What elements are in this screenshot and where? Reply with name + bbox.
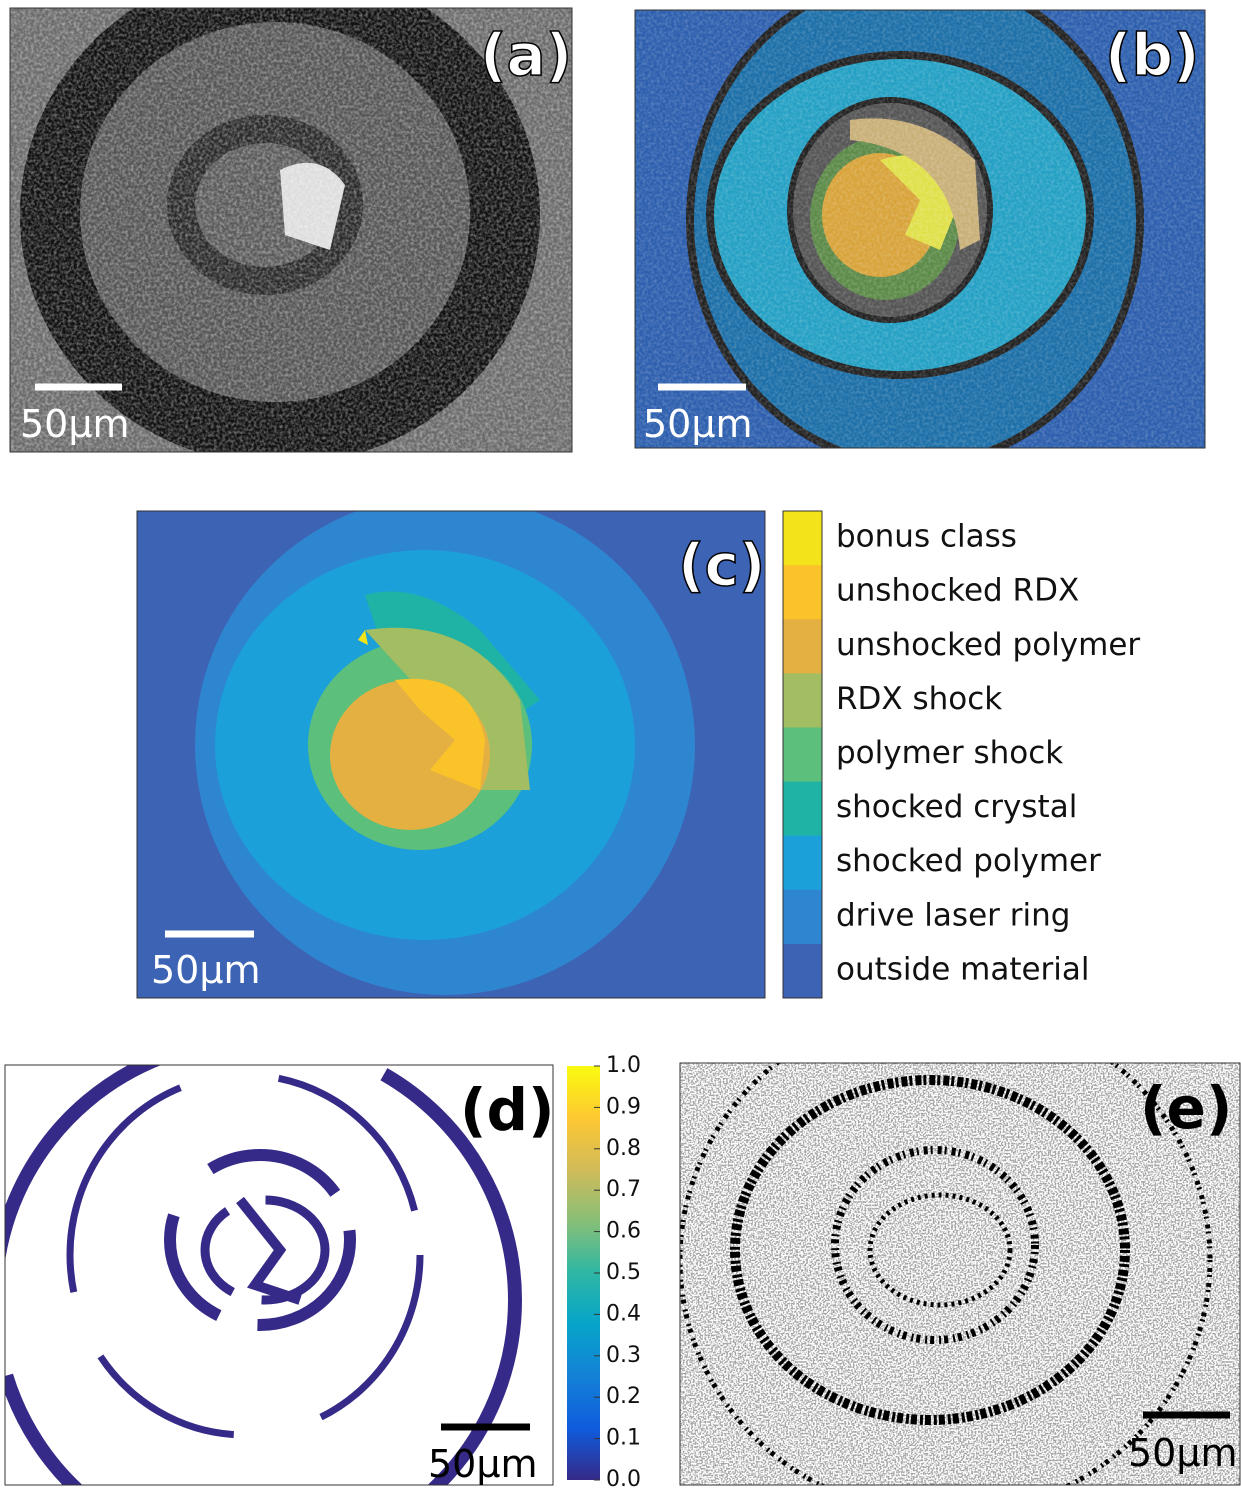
legend-swatch bbox=[783, 727, 822, 783]
panel-label: (a) bbox=[480, 21, 572, 89]
colorbar-tick-label: 0.1 bbox=[606, 1426, 641, 1451]
legend: bonus class unshocked RDX unshocked polyme… bbox=[782, 510, 1140, 999]
panel-frame bbox=[634, 9, 1206, 449]
legend-swatch bbox=[783, 619, 822, 674]
panel-label: (d) bbox=[460, 1076, 555, 1144]
scale-bar-label: 50μm bbox=[151, 948, 261, 992]
scale-bar-label: 50μm bbox=[20, 402, 130, 446]
legend-label: polymer shock bbox=[836, 735, 1063, 771]
legend-label: bonus class bbox=[836, 519, 1017, 555]
colorbar-tick-label: 1.0 bbox=[606, 1053, 641, 1078]
panel-b-image bbox=[635, 10, 1205, 448]
panel-label: (c) bbox=[678, 531, 765, 599]
panel-frame bbox=[9, 7, 573, 453]
colorbar-tick-label: 0.4 bbox=[606, 1301, 641, 1326]
scale-bar-label: 50μm bbox=[428, 1442, 538, 1486]
legend-label: RDX shock bbox=[836, 681, 1002, 717]
legend-swatch bbox=[783, 889, 822, 945]
legend-label: outside material bbox=[836, 951, 1090, 987]
colorbar-tick-label: 0.2 bbox=[606, 1384, 641, 1409]
legend-swatch bbox=[783, 565, 822, 620]
legend-swatch bbox=[783, 943, 822, 999]
panel-label: (e) bbox=[1140, 1074, 1232, 1142]
panel-frame bbox=[4, 1064, 554, 1486]
legend-label: shocked polymer bbox=[836, 843, 1101, 879]
legend-frame bbox=[782, 510, 823, 999]
legend-label: unshocked RDX bbox=[836, 573, 1079, 609]
colorbar-tick-label: 0.8 bbox=[606, 1136, 641, 1161]
scale-bar-label: 50μm bbox=[643, 402, 753, 446]
colorbar-ticks: 0.0 0.1 0.2 0.3 0.4 0.5 0.6 0.7 0.8 0.9 1.0 bbox=[594, 1053, 641, 1491]
panel-d-image bbox=[5, 1065, 553, 1485]
panel-frame bbox=[136, 510, 766, 999]
legend-swatch bbox=[783, 673, 822, 728]
colorbar-tick-label: 0.5 bbox=[606, 1260, 641, 1285]
colorbar-tick-label: 0.3 bbox=[606, 1343, 641, 1368]
legend-label: unshocked polymer bbox=[836, 627, 1140, 663]
colorbar-tick-label: 0.7 bbox=[606, 1177, 641, 1202]
legend-label: drive laser ring bbox=[836, 897, 1070, 933]
legend-label: shocked crystal bbox=[836, 789, 1077, 825]
legend-swatch bbox=[783, 781, 822, 837]
legend-swatch bbox=[783, 835, 822, 891]
panel-a-image bbox=[10, 8, 572, 452]
class-region bbox=[395, 678, 485, 790]
colorbar-tick-label: 0.9 bbox=[606, 1094, 641, 1119]
colorbar-tick-label: 0.0 bbox=[606, 1467, 641, 1491]
colorbar-tick-label: 0.6 bbox=[606, 1219, 641, 1244]
legend-swatch bbox=[783, 511, 822, 566]
panel-label: (b) bbox=[1105, 21, 1200, 89]
panel-c-image bbox=[137, 511, 765, 998]
scale-bar-label: 50μm bbox=[1128, 1431, 1238, 1475]
class-region bbox=[358, 630, 368, 645]
panel-frame bbox=[679, 1062, 1241, 1486]
